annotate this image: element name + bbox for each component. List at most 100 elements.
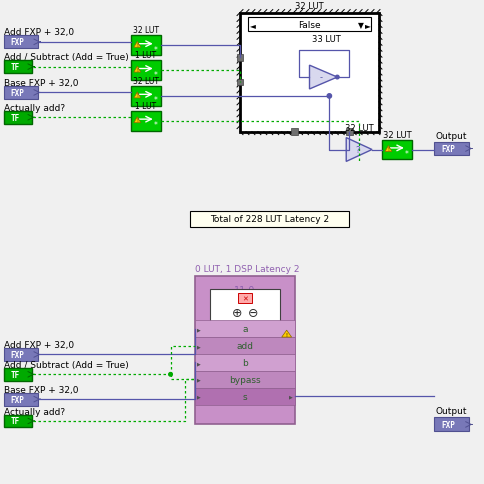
Text: FXP: FXP — [11, 350, 25, 359]
Text: False: False — [298, 21, 320, 30]
Text: TF: TF — [11, 63, 20, 72]
Text: Add / Subtract (Add = True): Add / Subtract (Add = True) — [4, 360, 128, 369]
Text: ►: ► — [364, 21, 370, 30]
Text: ⊖: ⊖ — [247, 306, 257, 319]
Bar — [195, 388, 294, 405]
Text: b: b — [242, 358, 247, 367]
Text: 32 LUT: 32 LUT — [133, 26, 158, 35]
Text: ▶: ▶ — [288, 394, 292, 399]
Bar — [236, 55, 243, 61]
Bar — [247, 18, 370, 32]
Text: 32 LUT: 32 LUT — [344, 123, 373, 132]
Bar — [131, 36, 160, 56]
Text: !: ! — [285, 332, 287, 337]
Text: FXP: FXP — [440, 145, 454, 154]
Text: TF: TF — [11, 114, 20, 122]
Polygon shape — [309, 66, 336, 90]
Text: ✕: ✕ — [241, 295, 248, 305]
Text: *: * — [153, 96, 157, 105]
Polygon shape — [384, 146, 391, 152]
Text: 33 LUT: 33 LUT — [311, 35, 340, 44]
Text: ⊕: ⊕ — [231, 306, 242, 319]
Bar — [433, 142, 469, 156]
Bar — [210, 290, 279, 326]
Text: ✕: ✕ — [242, 296, 247, 302]
Bar — [4, 61, 31, 74]
Bar — [381, 140, 411, 160]
Text: 1 LUT: 1 LUT — [135, 51, 156, 60]
Text: Output: Output — [435, 406, 466, 415]
Bar — [195, 320, 294, 337]
Bar — [190, 212, 348, 227]
Circle shape — [335, 76, 338, 80]
Polygon shape — [134, 67, 140, 73]
Bar — [131, 61, 160, 81]
Text: FXP: FXP — [11, 395, 25, 404]
Text: ◄: ◄ — [249, 21, 256, 30]
Polygon shape — [134, 93, 140, 99]
Text: TF: TF — [11, 417, 20, 425]
Text: Base FXP + 32,0: Base FXP + 32,0 — [4, 385, 78, 394]
Polygon shape — [346, 138, 371, 162]
Text: Add / Subtract (Add = True): Add / Subtract (Add = True) — [4, 53, 128, 62]
Bar — [195, 354, 294, 371]
Text: Total of 228 LUT Latency 2: Total of 228 LUT Latency 2 — [210, 215, 329, 224]
Text: FXP: FXP — [11, 38, 25, 47]
Text: !: ! — [136, 67, 138, 73]
Bar — [131, 87, 160, 106]
Text: ▶: ▶ — [197, 343, 201, 348]
Text: 32 LUT: 32 LUT — [382, 130, 410, 139]
Text: bypass: bypass — [229, 375, 260, 384]
Circle shape — [327, 94, 331, 99]
Text: *: * — [153, 121, 157, 130]
Text: -: - — [319, 74, 322, 82]
Circle shape — [168, 373, 172, 377]
Polygon shape — [134, 42, 140, 48]
Text: ▶: ▶ — [197, 360, 201, 365]
Text: a: a — [242, 324, 247, 333]
Text: add: add — [236, 341, 253, 350]
Polygon shape — [281, 331, 291, 337]
Bar — [240, 14, 378, 132]
Text: FXP: FXP — [11, 89, 25, 98]
Bar — [433, 418, 469, 432]
Bar — [345, 129, 352, 136]
Bar — [195, 371, 294, 388]
Text: !: ! — [387, 147, 389, 151]
Bar — [236, 79, 243, 86]
Text: Base FXP + 32,0: Base FXP + 32,0 — [4, 79, 78, 88]
Text: ▼: ▼ — [358, 21, 363, 30]
Text: 32 LUT: 32 LUT — [133, 77, 158, 86]
Text: ▶: ▶ — [197, 394, 201, 399]
Bar — [195, 337, 294, 354]
Text: ▶: ▶ — [197, 327, 201, 332]
Bar — [290, 129, 298, 136]
Bar — [4, 368, 31, 381]
Text: Actually add?: Actually add? — [4, 104, 65, 113]
Text: ConditionalAdd .: ConditionalAdd . — [199, 330, 262, 338]
Text: ?: ? — [354, 146, 359, 155]
Bar — [238, 294, 251, 304]
Text: *: * — [404, 150, 408, 159]
Bar — [4, 393, 37, 406]
Text: TF: TF — [11, 370, 20, 379]
Text: FXP: FXP — [440, 420, 454, 429]
Bar — [4, 348, 37, 361]
Text: !: ! — [136, 118, 138, 123]
Text: !: ! — [136, 93, 138, 98]
Bar — [4, 415, 31, 427]
Text: ▶: ▶ — [197, 377, 201, 382]
Polygon shape — [134, 118, 140, 123]
Text: *: * — [153, 45, 157, 55]
Text: 11.0: 11.0 — [234, 286, 255, 296]
Text: 32 LUT: 32 LUT — [295, 1, 323, 11]
Text: Add FXP + 32,0: Add FXP + 32,0 — [4, 340, 74, 349]
Text: Add FXP + 32,0: Add FXP + 32,0 — [4, 29, 74, 37]
Text: s: s — [242, 392, 247, 401]
Text: Output: Output — [435, 131, 466, 140]
Text: !: ! — [136, 43, 138, 48]
Bar — [195, 276, 294, 424]
Text: 1 LUT: 1 LUT — [135, 102, 156, 110]
Text: 0 LUT, 1 DSP Latency 2: 0 LUT, 1 DSP Latency 2 — [195, 264, 299, 273]
Text: *: * — [153, 71, 157, 79]
